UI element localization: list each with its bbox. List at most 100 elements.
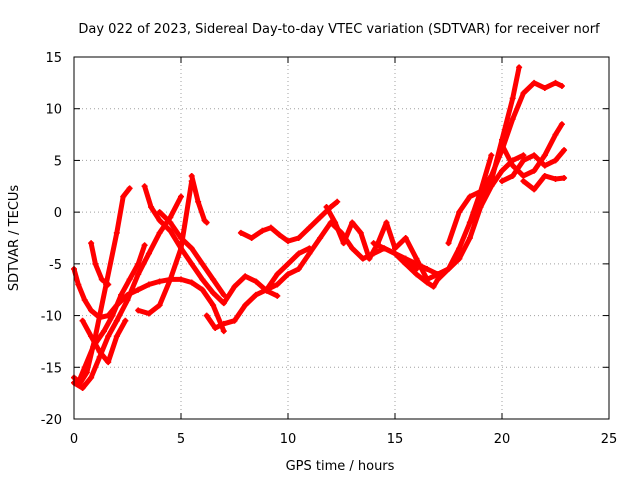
data-point <box>541 162 548 169</box>
data-point <box>88 374 95 381</box>
data-point <box>88 240 95 247</box>
data-point <box>531 152 538 159</box>
data-point <box>79 317 86 324</box>
data-point <box>156 229 163 236</box>
data-point <box>499 141 505 148</box>
data-point <box>145 310 152 317</box>
data-point <box>220 320 227 327</box>
data-point <box>109 312 116 319</box>
data-point <box>220 300 227 307</box>
x-axis-label: GPS time / hours <box>286 459 395 474</box>
data-point <box>237 229 244 236</box>
data-point <box>96 348 103 355</box>
data-point <box>195 198 202 205</box>
data-point <box>306 224 313 231</box>
data-point <box>135 307 142 314</box>
data-point <box>466 193 473 200</box>
data-point <box>370 240 377 247</box>
data-point <box>445 266 452 273</box>
data-point <box>124 297 131 304</box>
data-series <box>71 64 568 391</box>
data-point <box>188 260 195 267</box>
data-point <box>199 286 206 293</box>
data-point <box>317 235 324 241</box>
data-point <box>340 240 347 247</box>
data-point <box>520 90 527 97</box>
data-point <box>118 291 125 298</box>
data-point <box>334 198 341 205</box>
tick-labels: 0 5 10 15 20 25 -20 -15 -10 -5 0 5 10 15 <box>41 51 618 447</box>
data-point <box>167 219 174 226</box>
data-point <box>520 152 527 159</box>
data-point <box>156 278 163 285</box>
axis-ticks <box>73 56 610 420</box>
data-point <box>98 276 105 283</box>
data-point <box>122 317 129 324</box>
data-point <box>323 203 330 210</box>
data-point <box>413 271 420 278</box>
data-point <box>445 240 452 247</box>
data-point <box>88 307 95 314</box>
data-point <box>366 255 373 262</box>
chart-title: Day 022 of 2023, Sidereal Day-to-day VTE… <box>78 22 600 37</box>
data-point <box>424 266 431 273</box>
data-point <box>520 172 527 179</box>
data-point <box>561 175 568 182</box>
data-point <box>105 359 112 366</box>
data-point <box>199 260 206 267</box>
y-tick-label: -10 <box>41 310 62 325</box>
data-point <box>276 231 283 238</box>
y-axis-label: SDTVAR / TECUs <box>7 185 22 292</box>
data-point <box>178 245 184 252</box>
data-point <box>274 281 281 288</box>
data-point <box>531 167 538 174</box>
data-point <box>120 193 127 200</box>
data-point <box>466 235 473 241</box>
data-point <box>413 260 420 267</box>
data-point <box>210 289 217 296</box>
x-tick-label: 25 <box>601 432 618 447</box>
data-point <box>541 172 548 179</box>
data-point <box>285 271 291 278</box>
data-point <box>402 235 409 241</box>
data-point <box>113 229 120 236</box>
data-point <box>552 131 559 138</box>
data-point <box>81 364 88 371</box>
data-point <box>561 147 568 154</box>
data-point <box>306 250 313 257</box>
data-point <box>392 245 398 252</box>
data-point <box>178 276 184 283</box>
data-point <box>488 178 495 185</box>
data-point <box>145 250 152 257</box>
data-point <box>359 255 366 262</box>
data-point <box>199 276 206 283</box>
data-point <box>88 333 95 340</box>
data-point <box>531 79 538 86</box>
series-track-5 <box>88 240 111 287</box>
data-point <box>349 219 356 226</box>
data-point <box>210 276 217 283</box>
data-point <box>434 276 441 283</box>
data-point <box>203 312 210 319</box>
data-point <box>135 271 142 278</box>
data-point <box>295 266 302 273</box>
data-point <box>156 209 163 216</box>
data-point <box>285 260 291 267</box>
data-point <box>499 178 505 185</box>
data-point <box>81 297 88 304</box>
data-point <box>210 302 217 309</box>
data-point <box>488 152 495 159</box>
data-point <box>263 286 270 293</box>
data-point <box>248 235 255 241</box>
data-point <box>456 245 463 252</box>
data-point <box>156 217 163 224</box>
data-point <box>242 273 249 280</box>
data-point <box>357 229 364 236</box>
data-point <box>267 224 274 231</box>
series-track-10 <box>189 173 210 225</box>
data-point <box>552 79 559 86</box>
data-point <box>178 193 184 200</box>
data-point <box>349 245 356 252</box>
data-point <box>424 279 431 286</box>
